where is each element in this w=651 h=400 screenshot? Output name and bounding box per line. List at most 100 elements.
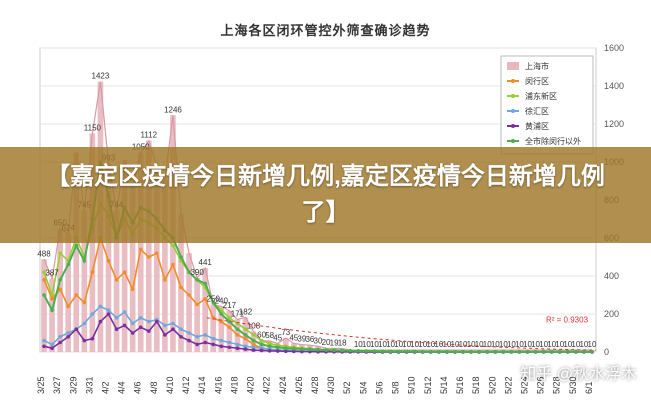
series-point-5	[275, 345, 280, 350]
series-point-4	[146, 329, 151, 333]
series-point-3	[42, 338, 46, 343]
bar-value-label: 1423	[92, 72, 110, 81]
x-tick-label: 5/30	[568, 376, 578, 394]
series-point-4	[163, 333, 167, 337]
series-point-5	[364, 349, 369, 353]
series-point-1	[219, 319, 224, 324]
bar-value-label: 1112	[140, 131, 157, 140]
series-point-5	[533, 350, 538, 354]
series-point-5	[453, 349, 457, 354]
series-point-4	[267, 349, 272, 353]
bar-value-label: 10	[475, 340, 484, 349]
series-point-1	[179, 285, 183, 290]
x-tick-label: 3/27	[52, 376, 62, 394]
series-point-1	[90, 270, 95, 275]
legend-label: 上海市	[525, 61, 549, 71]
bar-value-label: 171	[231, 310, 245, 319]
bar-value-label: 10	[459, 340, 468, 349]
bar-value-label: 18	[338, 339, 347, 348]
series-point-3	[171, 321, 175, 326]
series-point-5	[42, 293, 46, 297]
series-point-5	[565, 350, 570, 354]
series-point-4	[90, 336, 95, 341]
bar-value-label: 10	[426, 340, 435, 349]
bar-value-label: 217	[223, 301, 237, 310]
series-point-4	[130, 331, 135, 335]
series-point-3	[114, 316, 119, 320]
y-tick-label: 1600	[604, 43, 624, 53]
series-point-5	[203, 281, 207, 286]
x-tick-label: 5/22	[503, 376, 513, 394]
bar-total	[81, 210, 88, 352]
series-point-1	[42, 278, 46, 282]
x-tick-label: 5/4	[358, 381, 368, 394]
series-point-5	[437, 349, 441, 354]
bar-total	[129, 186, 136, 352]
legend-swatch-point	[511, 139, 515, 143]
x-tick-label: 3/25	[36, 376, 46, 394]
bar-total	[178, 213, 184, 352]
series-point-5	[283, 346, 288, 351]
series-point-2	[58, 251, 62, 255]
series-point-5	[243, 333, 248, 337]
bar-value-label: 240	[215, 296, 229, 305]
bar-value-label: 10	[515, 340, 524, 349]
series-point-5	[316, 347, 320, 352]
series-point-5	[324, 348, 328, 352]
series-point-5	[227, 319, 232, 324]
bar-value-label: 441	[199, 258, 213, 267]
series-point-4	[155, 319, 159, 324]
series-point-4	[179, 335, 183, 339]
bar-total	[145, 140, 152, 352]
x-tick-label: 4/2	[100, 381, 110, 394]
series-point-5	[509, 350, 514, 354]
series-point-5	[429, 349, 433, 354]
y-tick-label: 200	[604, 309, 619, 319]
series-point-4	[106, 312, 111, 316]
x-tick-label: 5/24	[520, 376, 530, 394]
bar-value-label: 1150	[84, 124, 102, 133]
series-point-4	[114, 327, 119, 332]
series-point-1	[195, 302, 199, 307]
series-point-5	[469, 350, 473, 354]
bar-value-label: 10	[531, 340, 540, 349]
bar-value-label: 10	[571, 340, 580, 349]
series-point-3	[98, 304, 103, 309]
series-point-5	[356, 349, 361, 353]
legend-label: 浦东新区	[525, 91, 557, 101]
series-point-3	[90, 312, 95, 316]
series-point-4	[275, 349, 280, 353]
series-point-2	[227, 316, 232, 320]
bar-value-label: 182	[239, 307, 253, 316]
series-point-5	[292, 346, 296, 351]
bar-value-label: 10	[451, 340, 460, 349]
series-point-5	[396, 349, 401, 354]
legend-label: 黄浦区	[525, 121, 549, 131]
bar-total	[65, 233, 72, 352]
series-point-2	[171, 243, 175, 248]
series-point-1	[251, 342, 256, 347]
y-tick-label: 1200	[604, 119, 624, 129]
bar-value-label: 39	[297, 335, 306, 344]
series-point-4	[195, 342, 199, 347]
y-tick-label: 1400	[604, 81, 624, 91]
series-point-5	[549, 350, 554, 354]
bar-value-label: 10	[386, 340, 395, 349]
series-point-4	[251, 348, 256, 352]
series-point-4	[227, 345, 232, 350]
bar-value-label: 10	[523, 340, 532, 349]
bar-value-label: 30	[314, 336, 323, 345]
bar-total	[258, 340, 265, 352]
series-point-5	[179, 255, 183, 259]
series-point-3	[187, 331, 191, 335]
bar-total	[73, 152, 80, 352]
bar-value-label: 10	[547, 340, 556, 349]
series-point-3	[211, 336, 216, 341]
series-point-5	[308, 347, 312, 352]
series-point-3	[138, 316, 143, 320]
series-point-2	[243, 327, 248, 332]
series-point-1	[130, 287, 135, 292]
series-point-1	[106, 259, 111, 263]
series-point-3	[219, 338, 224, 343]
series-point-5	[219, 312, 224, 316]
